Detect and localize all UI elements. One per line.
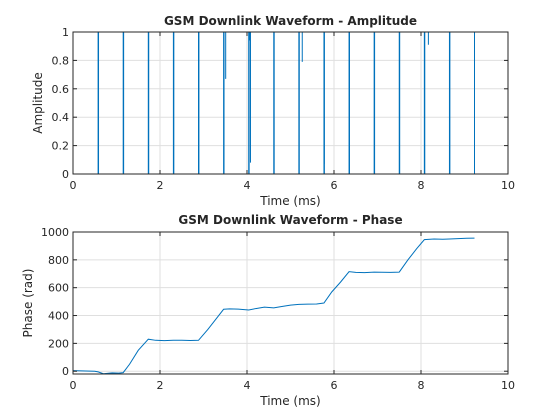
phase-axes-frame [72,231,509,375]
phase-xtick-label: 8 [418,379,425,392]
phase-xtick-label: 0 [70,379,77,392]
amplitude-plot-area [73,32,508,174]
amplitude-xtick-label: 0 [70,179,77,192]
amplitude-ytick-label: 0.8 [52,54,70,67]
amplitude-ylabel: Amplitude [31,72,45,134]
amplitude-ytick-label: 0.4 [52,111,70,124]
amplitude-axes: 0 2 4 6 8 10 0 0.2 0.4 0.6 0.8 1 GSM Downlink Wavef… [31,14,515,208]
amplitude-xtick-label: 10 [501,179,515,192]
phase-xtick-label: 2 [157,379,164,392]
amplitude-ytick-label: 0.6 [52,83,70,96]
amplitude-xtick-label: 2 [157,179,164,192]
phase-xtick-label: 4 [244,379,251,392]
phase-ytick-label: 600 [48,282,69,295]
phase-xtick-label: 10 [501,379,515,392]
amplitude-title: GSM Downlink Waveform - Amplitude [164,14,417,28]
phase-ytick-label: 200 [48,337,69,350]
amplitude-xlabel: Time (ms) [259,194,321,208]
amplitude-ytick-label: 1 [62,26,69,39]
phase-series-line [72,237,475,375]
amplitude-xtick-label: 4 [244,179,251,192]
phase-xtick-label: 6 [331,379,338,392]
phase-ticks: 0 2 4 6 8 10 0 200 400 600 800 1000 [41,226,515,392]
amplitude-axes-frame [72,31,509,175]
amplitude-xtick-label: 6 [331,179,338,192]
phase-ylabel: Phase (rad) [21,269,35,338]
amplitude-xtick-label: 8 [418,179,425,192]
phase-axes: 0 2 4 6 8 10 0 200 400 600 800 1000 GSM Downlink Wa… [21,213,515,408]
amplitude-ytick-label: 0.2 [52,140,70,153]
phase-title: GSM Downlink Waveform - Phase [178,213,402,227]
phase-trace [72,237,475,375]
amplitude-ticks: 0 2 4 6 8 10 0 0.2 0.4 0.6 0.8 1 [52,26,516,192]
phase-xlabel: Time (ms) [259,394,321,408]
phase-ytick-label: 800 [48,254,69,267]
phase-ytick-label: 1000 [41,226,69,239]
phase-ytick-label: 0 [62,365,69,378]
phase-plot-area [73,232,508,374]
phase-ytick-label: 400 [48,310,69,323]
amplitude-ytick-label: 0 [62,168,69,181]
